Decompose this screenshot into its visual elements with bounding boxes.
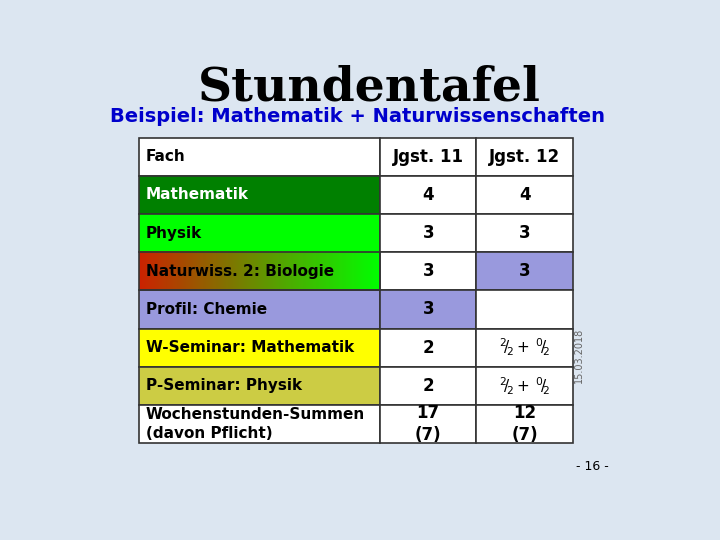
Text: $^2\!/\!_2 + \,^0\!/\!_2$: $^2\!/\!_2 + \,^0\!/\!_2$: [499, 337, 551, 359]
Text: Beispiel: Mathematik + Naturwissenschaften: Beispiel: Mathematik + Naturwissenschaft…: [110, 107, 606, 126]
Text: Profil: Chemie: Profil: Chemie: [145, 302, 267, 317]
Text: Naturwiss. 2: Biologie: Naturwiss. 2: Biologie: [145, 264, 334, 279]
Text: Wochenstunden-Summen
(davon Pflicht): Wochenstunden-Summen (davon Pflicht): [145, 407, 365, 441]
Bar: [380, 405, 477, 443]
Text: 4: 4: [519, 186, 531, 204]
Text: 15.03.2018: 15.03.2018: [574, 328, 584, 383]
Text: Jgst. 12: Jgst. 12: [490, 147, 560, 166]
Bar: [380, 176, 477, 214]
Bar: [380, 214, 477, 252]
Bar: [477, 291, 573, 328]
Bar: [477, 176, 573, 214]
Bar: [139, 176, 380, 214]
Text: 12
(7): 12 (7): [511, 404, 538, 444]
Text: Jgst. 11: Jgst. 11: [392, 147, 464, 166]
Bar: [380, 367, 477, 405]
Text: Mathematik: Mathematik: [145, 187, 249, 202]
Bar: [139, 291, 380, 328]
Bar: [380, 328, 477, 367]
Text: 3: 3: [423, 224, 434, 242]
Bar: [139, 367, 380, 405]
Text: 2: 2: [423, 377, 434, 395]
Text: 2: 2: [423, 339, 434, 357]
Bar: [139, 214, 380, 252]
Bar: [380, 138, 477, 176]
Text: 3: 3: [519, 224, 531, 242]
Bar: [477, 252, 573, 291]
Text: 3: 3: [423, 300, 434, 319]
Bar: [139, 328, 380, 367]
Bar: [477, 214, 573, 252]
Bar: [477, 405, 573, 443]
Bar: [139, 252, 380, 291]
Text: W-Seminar: Mathematik: W-Seminar: Mathematik: [145, 340, 354, 355]
Text: P-Seminar: Physik: P-Seminar: Physik: [145, 379, 302, 393]
Text: Physik: Physik: [145, 226, 202, 240]
Text: - 16 -: - 16 -: [576, 460, 608, 472]
Text: 4: 4: [423, 186, 434, 204]
Text: 3: 3: [519, 262, 531, 280]
Text: $^2\!/\!_2 + \,^0\!/\!_2$: $^2\!/\!_2 + \,^0\!/\!_2$: [499, 375, 551, 396]
Text: Fach: Fach: [145, 149, 186, 164]
Bar: [380, 291, 477, 328]
Text: 3: 3: [423, 262, 434, 280]
Bar: [139, 405, 380, 443]
Text: Stundentafel: Stundentafel: [197, 65, 541, 111]
Bar: [477, 328, 573, 367]
Bar: [139, 138, 380, 176]
Bar: [380, 252, 477, 291]
Bar: [477, 367, 573, 405]
Bar: [477, 138, 573, 176]
Text: 17
(7): 17 (7): [415, 404, 441, 444]
